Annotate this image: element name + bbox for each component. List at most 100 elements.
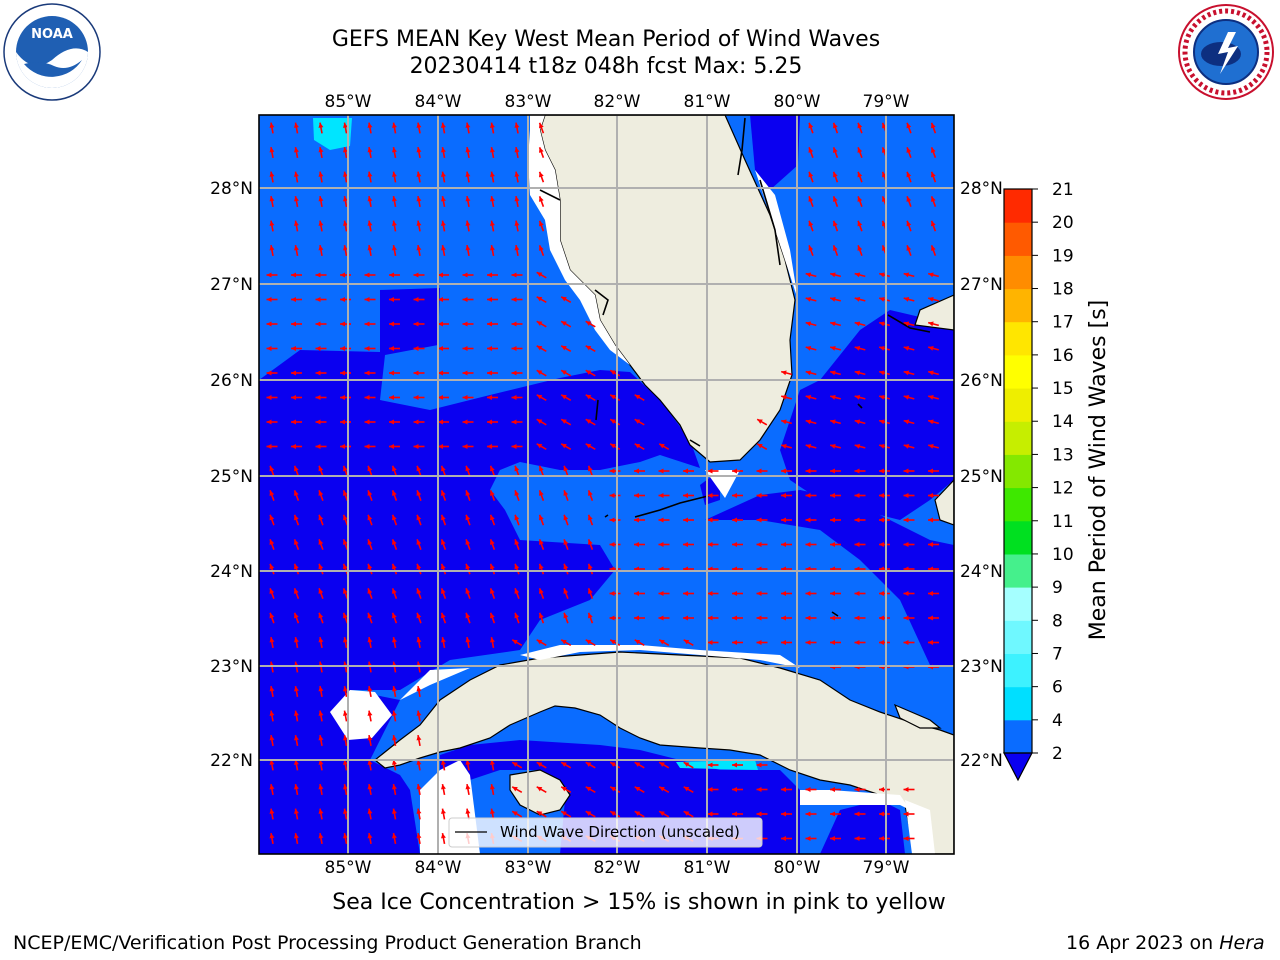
- wave-direction-arrow: [878, 346, 891, 351]
- wave-direction-arrow: [462, 419, 474, 425]
- wave-direction-arrow: [878, 297, 891, 302]
- lat-label: 24°N: [960, 562, 1003, 582]
- wave-direction-arrow: [585, 810, 596, 818]
- wave-direction-arrow: [514, 465, 520, 477]
- wave-direction-arrow: [808, 171, 814, 183]
- wave-direction-arrow: [294, 244, 299, 257]
- wave-direction-arrow: [269, 588, 275, 599]
- lon-label: 85°W: [325, 858, 372, 878]
- wave-direction-arrow: [465, 244, 471, 257]
- wave-direction-arrow: [343, 734, 348, 747]
- wave-direction-arrow: [514, 539, 520, 550]
- lon-label: 81°W: [684, 92, 731, 112]
- wave-direction-arrow: [291, 272, 302, 278]
- wave-direction-arrow: [318, 465, 324, 477]
- wave-direction-arrow: [829, 321, 842, 327]
- wave-direction-arrow: [903, 468, 915, 474]
- wave-direction-arrow: [808, 196, 814, 207]
- wave-direction-arrow: [462, 370, 474, 376]
- wave-direction-arrow: [294, 220, 299, 232]
- wave-direction-arrow: [707, 615, 719, 621]
- wave-direction-arrow: [392, 220, 397, 232]
- wave-direction-arrow: [830, 836, 841, 841]
- wave-direction-arrow: [587, 539, 594, 550]
- wave-direction-arrow: [489, 588, 496, 599]
- wave-direction-arrow: [878, 321, 891, 327]
- wave-direction-arrow: [781, 493, 792, 498]
- colorbar-tick-label: 9: [1052, 578, 1063, 598]
- colorbar-tick-label: 14: [1052, 412, 1074, 432]
- wave-direction-arrow: [805, 640, 817, 645]
- wave-direction-arrow: [683, 591, 694, 596]
- wave-direction-arrow: [609, 517, 621, 523]
- wave-direction-arrow: [930, 171, 937, 183]
- wave-direction-arrow: [293, 539, 300, 550]
- wave-direction-arrow: [930, 147, 937, 158]
- wave-direction-arrow: [441, 244, 446, 257]
- wave-direction-arrow: [683, 786, 694, 793]
- colorbar-segment: [1004, 288, 1032, 323]
- wave-direction-arrow: [903, 272, 915, 278]
- date-text: 16 Apr 2023 on Hera: [1066, 932, 1265, 954]
- wave-direction-arrow: [732, 811, 743, 817]
- wave-direction-arrow: [514, 588, 520, 599]
- wave-direction-arrow: [342, 490, 349, 501]
- wave-direction-arrow: [318, 710, 324, 722]
- wave-direction-arrow: [490, 122, 495, 134]
- wave-direction-arrow: [465, 588, 471, 599]
- wave-direction-arrow: [857, 122, 863, 134]
- wave-direction-arrow: [440, 490, 447, 501]
- wave-direction-arrow: [854, 370, 866, 376]
- wave-direction-arrow: [465, 636, 471, 649]
- wave-direction-arrow: [906, 196, 912, 207]
- wave-direction-arrow: [878, 419, 891, 425]
- wave-direction-arrow: [658, 517, 670, 523]
- wave-direction-arrow: [928, 591, 939, 596]
- lon-label: 79°W: [863, 92, 910, 112]
- wave-direction-arrow: [318, 146, 324, 159]
- wave-direction-arrow: [438, 419, 449, 425]
- wave-direction-arrow: [343, 636, 348, 649]
- wave-direction-arrow: [756, 418, 768, 426]
- colorbar-segment: [1004, 321, 1032, 356]
- wave-direction-arrow: [413, 297, 425, 302]
- wave-direction-arrow: [416, 734, 422, 747]
- wave-direction-arrow: [928, 542, 939, 547]
- wave-direction-arrow: [805, 836, 817, 841]
- wave-direction-arrow: [830, 517, 841, 523]
- wave-direction-arrow: [857, 196, 863, 207]
- wave-direction-arrow: [805, 493, 817, 498]
- wave-direction-arrow: [609, 418, 621, 426]
- wave-direction-arrow: [536, 345, 547, 352]
- wave-direction-arrow: [342, 539, 349, 550]
- wave-direction-arrow: [294, 710, 299, 722]
- wave-direction-arrow: [906, 171, 912, 183]
- wave-direction-arrow: [903, 321, 915, 327]
- wave-direction-arrow: [440, 514, 447, 526]
- wave-direction-arrow: [340, 444, 351, 449]
- wave-direction-arrow: [805, 297, 817, 302]
- wave-direction-arrow: [587, 588, 594, 599]
- wave-direction-arrow: [389, 370, 400, 376]
- wave-direction-arrow: [511, 272, 523, 278]
- colorbar-tick-label: 4: [1052, 711, 1063, 731]
- wave-direction-arrow: [634, 542, 645, 547]
- colorbar-tick-label: 15: [1052, 379, 1074, 399]
- graticule: [259, 115, 954, 854]
- wave-direction-arrow: [781, 517, 792, 523]
- wave-direction-arrow: [585, 786, 596, 793]
- wave-direction-arrow: [808, 147, 814, 158]
- wave-direction-arrow: [854, 419, 866, 425]
- wave-direction-arrow: [585, 345, 596, 352]
- wave-direction-arrow: [560, 320, 572, 328]
- wave-direction-arrow: [683, 761, 694, 769]
- wave-direction-arrow: [830, 640, 841, 645]
- colorbar-tick-label: 18: [1052, 280, 1074, 300]
- wave-direction-arrow: [318, 588, 324, 599]
- wave-direction-arrow: [367, 146, 373, 159]
- wave-direction-arrow: [416, 171, 422, 183]
- colorbar-segment: [1004, 189, 1032, 223]
- wave-direction-arrow: [854, 542, 866, 547]
- wave-direction-arrow: [832, 196, 839, 207]
- wave-direction-arrow: [805, 468, 817, 474]
